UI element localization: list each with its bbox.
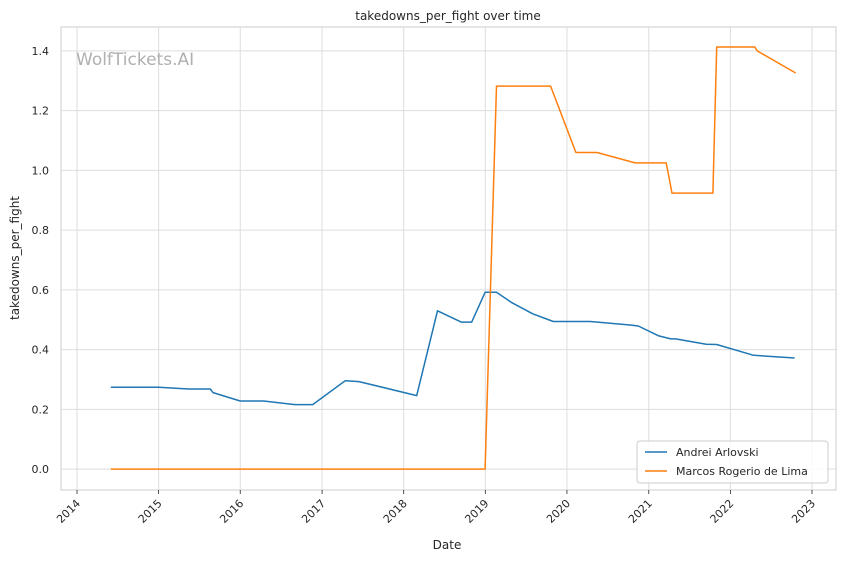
series-line-andrei-arlovski (110, 291, 795, 406)
x-tick-labels: 2014 2015 2016 2017 2018 2019 2020 2021 2022 2023 (54, 490, 818, 526)
y-tick-label-0.2: 0.2 (32, 403, 50, 416)
y-tick-label-0.0: 0.0 (32, 463, 50, 476)
y-tick-label-0.8: 0.8 (32, 224, 50, 237)
x-axis-title: Date (433, 538, 462, 552)
legend-label-andrei-arlovski: Andrei Arlovski (676, 446, 759, 459)
x-tick-label-2017: 2017 (299, 497, 328, 526)
legend-label-marcos-rogerio-de-lima: Marcos Rogerio de Lima (676, 465, 808, 478)
x-tick-label-2015: 2015 (136, 497, 165, 526)
y-tick-label-0.6: 0.6 (32, 284, 50, 297)
x-tick-label-2022: 2022 (708, 497, 737, 526)
y-tick-labels: 0.0 0.2 0.4 0.6 0.8 1.0 1.2 1.4 (32, 45, 50, 476)
y-tick-label-1.4: 1.4 (32, 45, 50, 58)
x-tick-label-2023: 2023 (789, 497, 818, 526)
x-tick-label-2016: 2016 (217, 497, 246, 526)
x-tick-label-2019: 2019 (462, 497, 491, 526)
y-axis-title: takedowns_per_fight (8, 196, 22, 320)
x-gridlines (76, 27, 813, 490)
x-tick-label-2021: 2021 (626, 497, 655, 526)
y-tick-label-0.4: 0.4 (32, 344, 50, 357)
y-tick-label-1.2: 1.2 (32, 105, 50, 118)
y-tick-label-1.0: 1.0 (32, 164, 50, 177)
plot-area (60, 26, 837, 491)
legend-box (636, 440, 829, 484)
series-line-marcos-rogerio-de-lima (110, 46, 797, 470)
chart-title: takedowns_per_fight over time (355, 9, 541, 23)
x-tick-label-2014: 2014 (54, 497, 83, 526)
x-tick-label-2020: 2020 (544, 497, 573, 526)
watermark: WolfTickets.AI (76, 50, 194, 70)
x-tick-label-2018: 2018 (381, 497, 410, 526)
series-lines (110, 46, 797, 470)
legend: Andrei Arlovski Marcos Rogerio de Lima (636, 440, 829, 484)
